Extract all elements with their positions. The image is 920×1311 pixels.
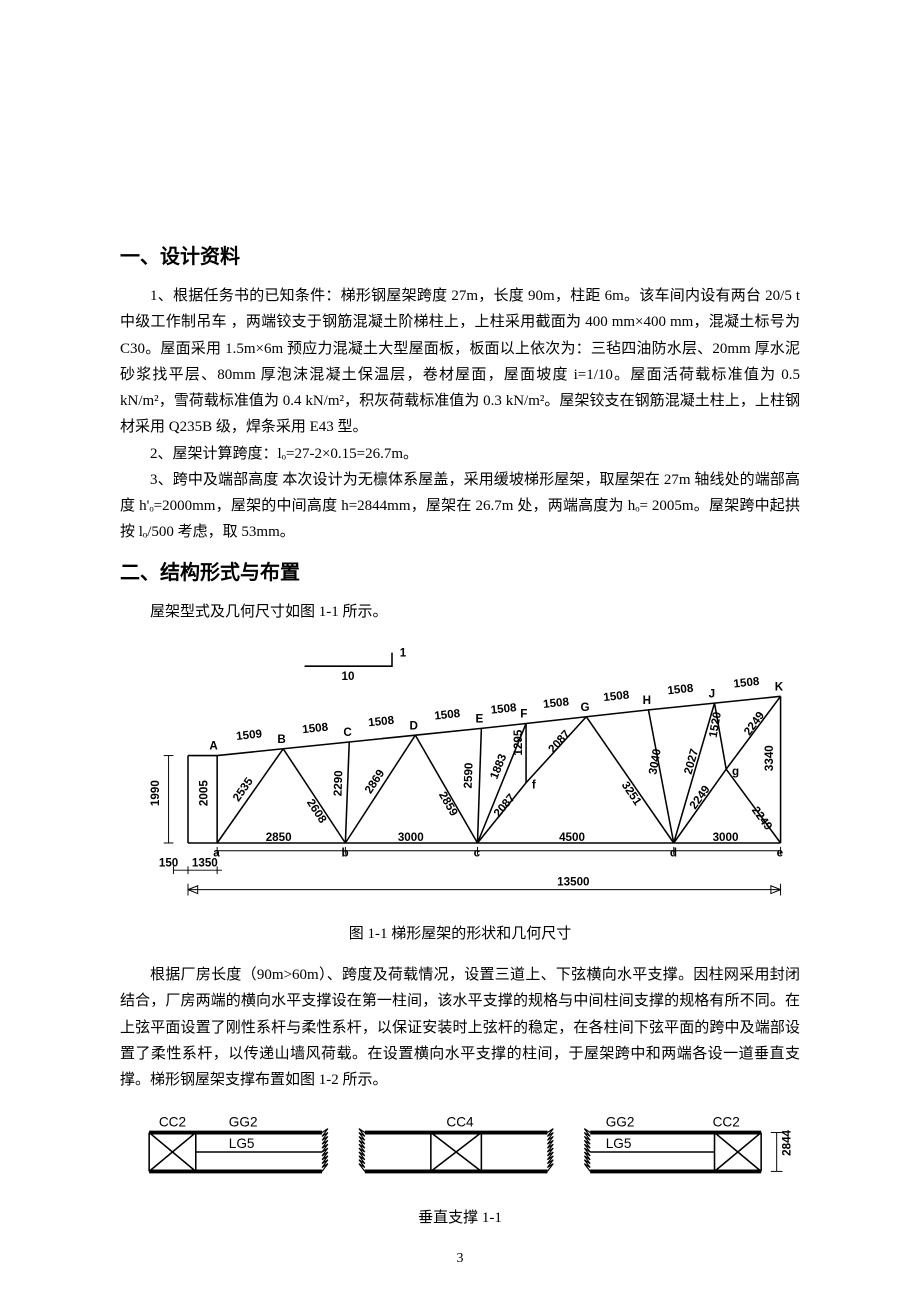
para-1-1: 1、根据任务书的已知条件：梯形钢屋架跨度 27m，长度 90m，柱距 6m。该车…	[120, 283, 800, 441]
svg-text:1508: 1508	[302, 720, 330, 736]
svg-text:1509: 1509	[236, 727, 264, 743]
svg-text:LG5: LG5	[606, 1136, 632, 1151]
heading-structure-layout: 二、结构形式与布置	[120, 556, 800, 591]
svg-text:CC2: CC2	[159, 1115, 186, 1130]
svg-text:3000: 3000	[398, 831, 424, 844]
vs-center-group: CC4	[359, 1115, 553, 1172]
vs-right-group: GG2 CC2 LG5 2844	[584, 1115, 793, 1172]
svg-text:CC4: CC4	[446, 1115, 474, 1130]
left-dim-1990: 1990	[149, 755, 174, 842]
svg-text:A: A	[209, 739, 218, 752]
svg-text:f: f	[532, 778, 536, 791]
svg-text:1508: 1508	[368, 713, 396, 729]
svg-text:2869: 2869	[362, 767, 387, 796]
slope-indicator: 1 10	[305, 646, 407, 682]
svg-text:2590: 2590	[462, 762, 476, 788]
para-1-2: 2、屋架计算跨度：lₒ=27-2×0.15=26.7m。	[120, 441, 800, 467]
svg-text:1508: 1508	[490, 701, 518, 717]
overall-dims: 150 1350 13500	[159, 856, 781, 895]
svg-text:3000: 3000	[713, 831, 739, 844]
svg-text:1: 1	[400, 646, 407, 659]
svg-text:1508: 1508	[603, 688, 631, 704]
svg-text:GG2: GG2	[606, 1115, 635, 1130]
svg-text:1520: 1520	[707, 711, 724, 739]
para-1-3: 3、跨中及端部高度 本次设计为无檩体系屋盖，采用缓坡梯形屋架，取屋架在 27m …	[120, 467, 800, 546]
svg-text:2850: 2850	[266, 831, 292, 844]
svg-text:g: g	[732, 765, 739, 778]
figure-vertical-support: CC2 GG2 LG5 CC4	[120, 1107, 800, 1195]
svg-text:2027: 2027	[682, 747, 702, 775]
svg-text:1508: 1508	[542, 695, 570, 711]
heading-design-data: 一、设计资料	[120, 240, 800, 275]
svg-text:H: H	[643, 694, 651, 707]
para-2-2: 根据厂房长度（90m>60m）、跨度及荷载情况，设置三道上、下弦横向水平支撑。因…	[120, 962, 800, 1093]
svg-text:2087: 2087	[546, 727, 573, 755]
svg-text:2535: 2535	[230, 775, 256, 804]
svg-text:1883: 1883	[488, 751, 510, 780]
svg-text:2005: 2005	[197, 779, 210, 805]
figure-1-1-truss: 1 10 a b c d e 1990 A B C D E	[120, 639, 800, 911]
svg-text:K: K	[775, 680, 784, 693]
svg-text:1508: 1508	[733, 675, 761, 691]
vs-left-group: CC2 GG2 LG5	[149, 1115, 328, 1172]
svg-text:1990: 1990	[149, 780, 162, 806]
svg-text:E: E	[476, 712, 484, 725]
bottom-chord: a b c d e	[188, 843, 784, 860]
svg-text:13500: 13500	[557, 875, 589, 888]
svg-text:150: 150	[159, 856, 178, 869]
svg-text:1508: 1508	[667, 681, 695, 697]
svg-text:2249: 2249	[687, 782, 713, 811]
vsupport-caption: 垂直支撑 1-1	[120, 1205, 800, 1231]
svg-text:3340: 3340	[763, 745, 776, 771]
svg-text:B: B	[277, 733, 285, 746]
svg-text:10: 10	[341, 670, 354, 683]
svg-text:1508: 1508	[434, 707, 462, 723]
svg-text:2249: 2249	[749, 804, 775, 833]
svg-text:G: G	[580, 701, 589, 714]
svg-text:3040: 3040	[646, 748, 663, 776]
svg-text:2608: 2608	[304, 797, 329, 826]
svg-text:CC2: CC2	[713, 1115, 740, 1130]
svg-text:GG2: GG2	[229, 1115, 258, 1130]
svg-text:2290: 2290	[331, 770, 345, 796]
para-2-1: 屋架型式及几何尺寸如图 1-1 所示。	[120, 599, 800, 625]
top-seg-dims: 1509 1508 1508 1508 1508 1508 1508 1508 …	[236, 675, 761, 743]
svg-text:2859: 2859	[436, 789, 460, 818]
svg-text:C: C	[343, 726, 352, 739]
page-number: 3	[120, 1247, 800, 1272]
svg-text:F: F	[520, 707, 527, 720]
svg-text:2249: 2249	[741, 709, 767, 738]
svg-text:LG5: LG5	[229, 1136, 255, 1151]
svg-text:1350: 1350	[192, 856, 218, 869]
svg-text:J: J	[709, 687, 715, 700]
svg-text:3251: 3251	[619, 779, 645, 808]
svg-text:1295: 1295	[512, 729, 525, 755]
top-chord: A B C D E F G H J K	[209, 680, 783, 755]
svg-text:2087: 2087	[491, 791, 518, 819]
figure-1-1-caption: 图 1-1 梯形屋架的形状和几何尺寸	[120, 921, 800, 947]
svg-text:4500: 4500	[559, 831, 585, 844]
svg-text:2844: 2844	[780, 1130, 793, 1156]
svg-text:D: D	[409, 719, 417, 732]
